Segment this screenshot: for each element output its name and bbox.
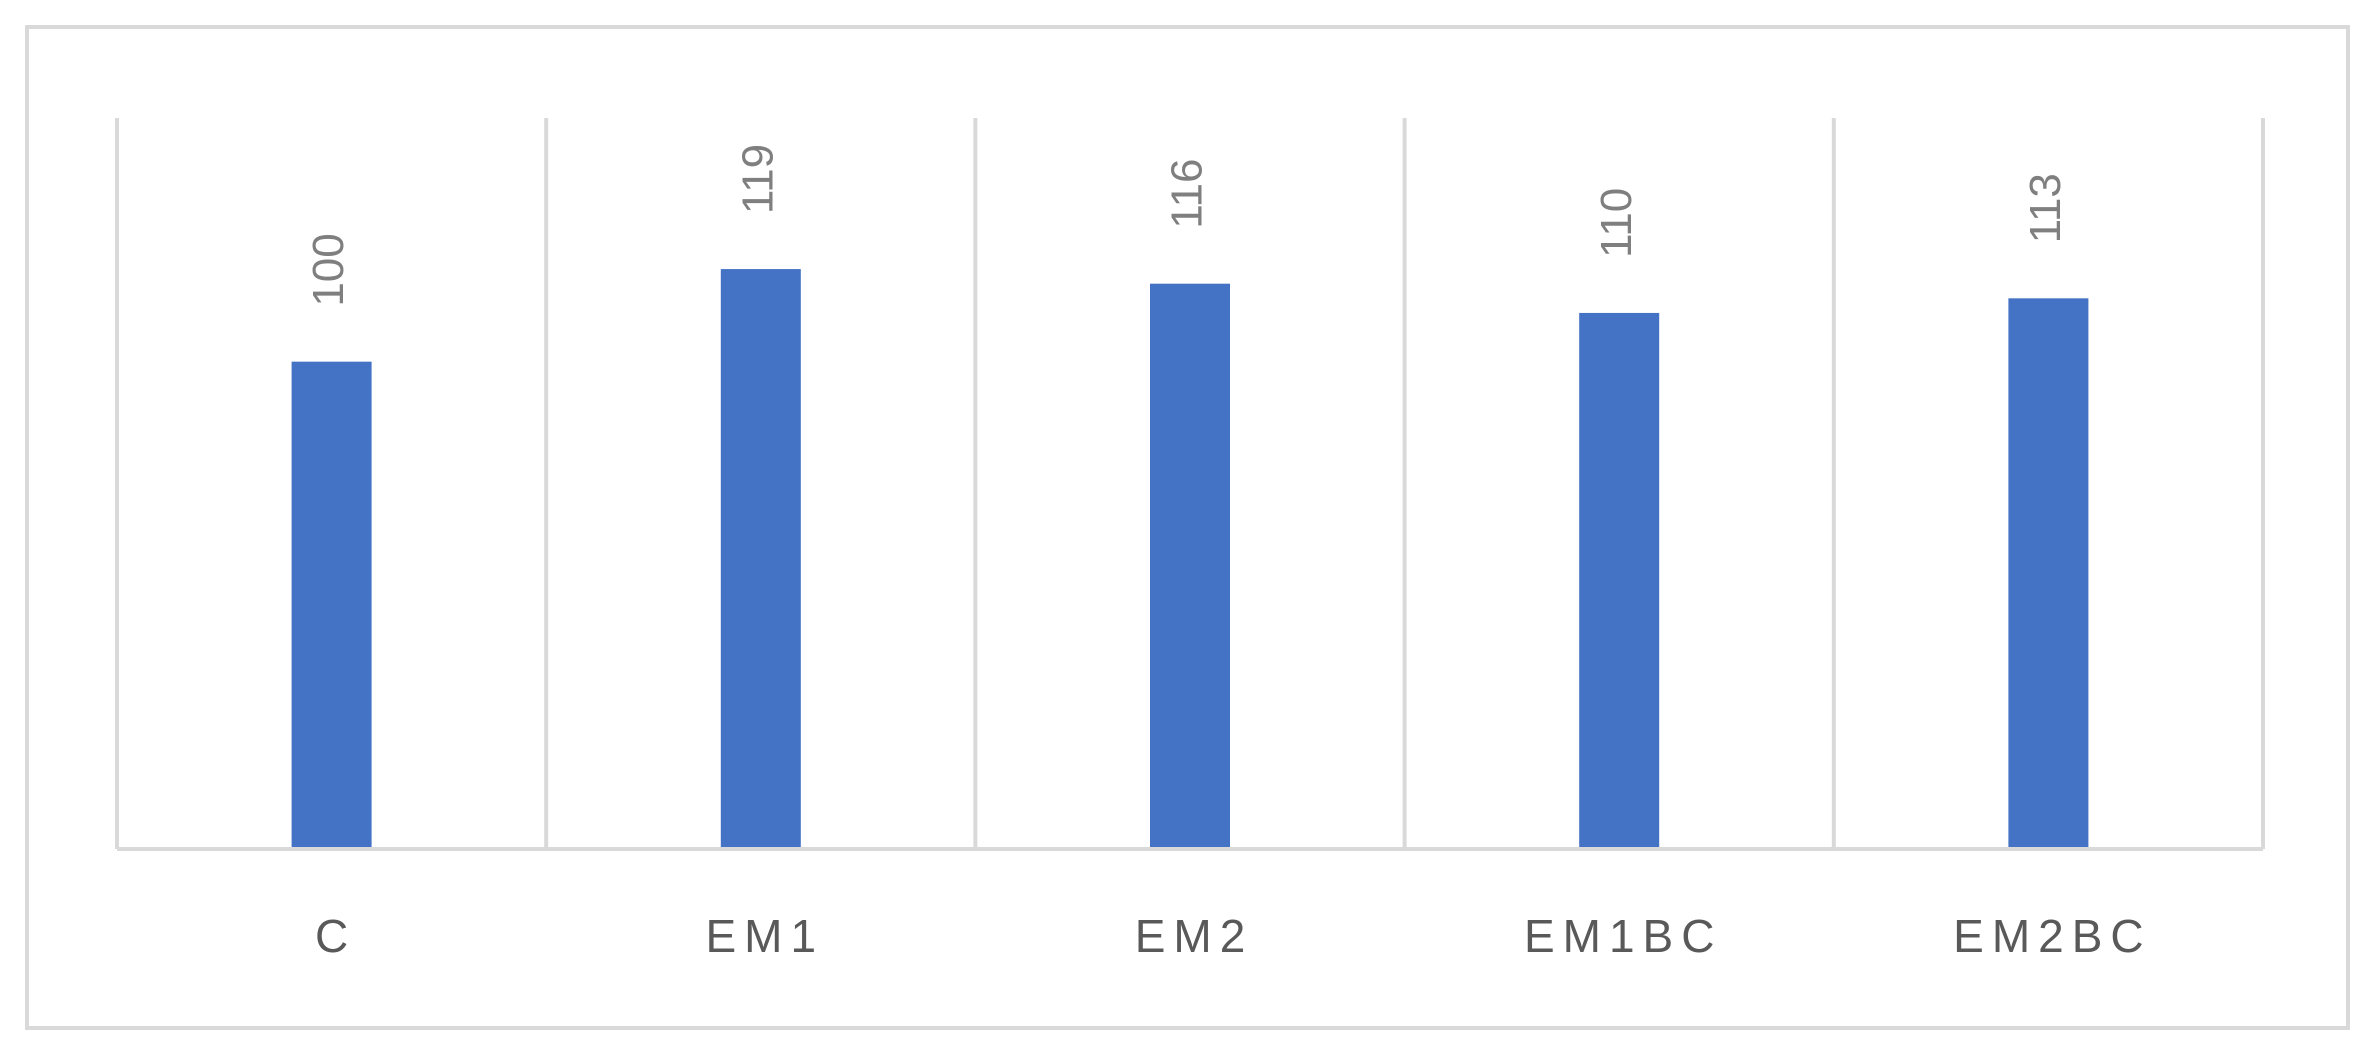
x-tick-label: EM2BC [1953,910,2151,962]
x-tick-label: EM1 [706,910,825,962]
data-label: 116 [1163,159,1212,229]
data-label: 119 [733,144,782,214]
data-label: 113 [2021,173,2070,243]
data-label: 100 [304,233,353,306]
x-tick-label: EM1BC [1524,910,1722,962]
x-tick-label: EM2 [1135,910,1254,962]
data-label: 110 [1592,188,1641,258]
bar [1150,283,1230,849]
bar [2008,298,2089,849]
bar [1579,312,1660,849]
bar [720,269,801,849]
bar [291,361,372,849]
x-tick-label: C [315,910,356,962]
